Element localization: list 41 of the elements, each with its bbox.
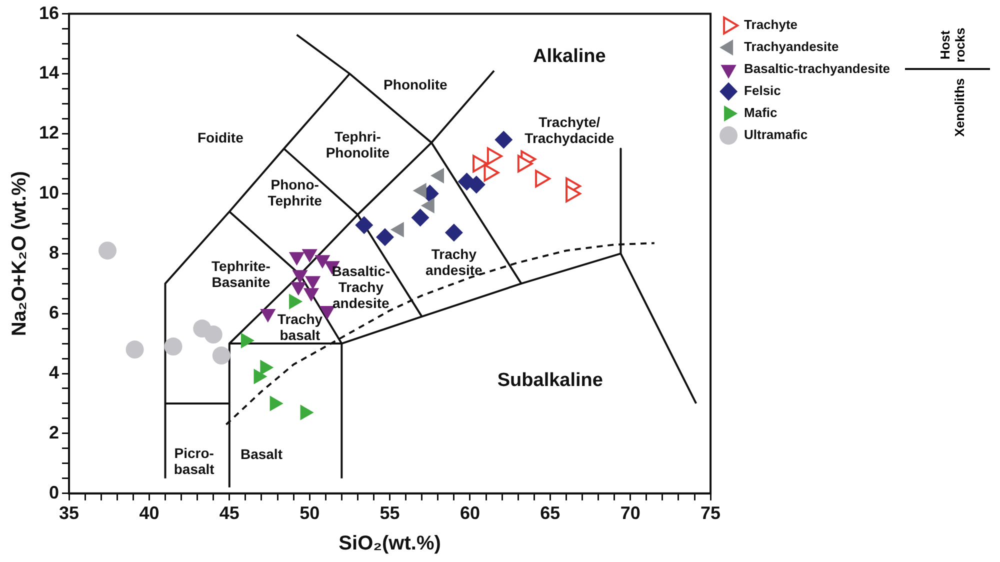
x-tick-label: 65 [540,503,560,524]
annotation: Trachyte/ Trachydacide [524,114,614,146]
y-tick-label: 16 [38,2,60,23]
text: Host rocks [937,28,968,62]
x-axis-title: SiO₂(wt.%) [338,532,441,555]
y-tick-label: 8 [49,242,60,263]
legend-label: Trachyandesite [744,39,839,54]
x-tick-label: 55 [380,503,400,524]
annotation: Trachy andesite [426,246,483,278]
annotation: Foidite [197,129,244,146]
annotation: Subalkaline [497,370,603,391]
annotation: Trachy basalt [277,310,323,343]
legend-label: Mafic [744,105,778,120]
y-tick-label: 10 [38,182,60,203]
y-tick-label: 6 [49,302,60,323]
annotation: Picro- basalt [174,445,215,478]
x-tick-label: 70 [620,503,640,524]
x-tick-label: 40 [139,503,160,524]
annotation: Tephrite- Basanite [212,258,271,290]
x-tick-label: 35 [59,503,80,524]
text: Xenoliths [952,78,967,137]
y-tick-label: 12 [38,122,60,143]
annotation: Tephri- Phonolite [326,128,390,161]
legend-label: Trachyte [744,17,798,32]
y-tick-label: 0 [49,482,60,502]
legend-label: Ultramafic [744,127,808,142]
x-tick-label: 45 [219,503,240,524]
y-tick-label: 2 [49,422,60,442]
legend-label: Felsic [744,83,781,98]
y-axis-title: Na₂O+K₂O (wt.%) [8,171,31,336]
annotation: Alkaline [532,46,606,68]
annotation: Phonolite [384,76,448,93]
y-tick-label: 4 [49,362,60,382]
x-tick-label: 50 [300,503,320,524]
annotation: Basalt [240,446,283,462]
y-tick-label: 14 [38,62,60,83]
x-tick-label: 60 [460,503,480,524]
x-tick-label: 75 [700,503,721,524]
annotation: Phono- Tephrite [268,176,322,209]
legend-label: Basaltic-trachyandesite [744,61,890,76]
annotation: Basaltic- Trachy andesite [332,262,390,311]
